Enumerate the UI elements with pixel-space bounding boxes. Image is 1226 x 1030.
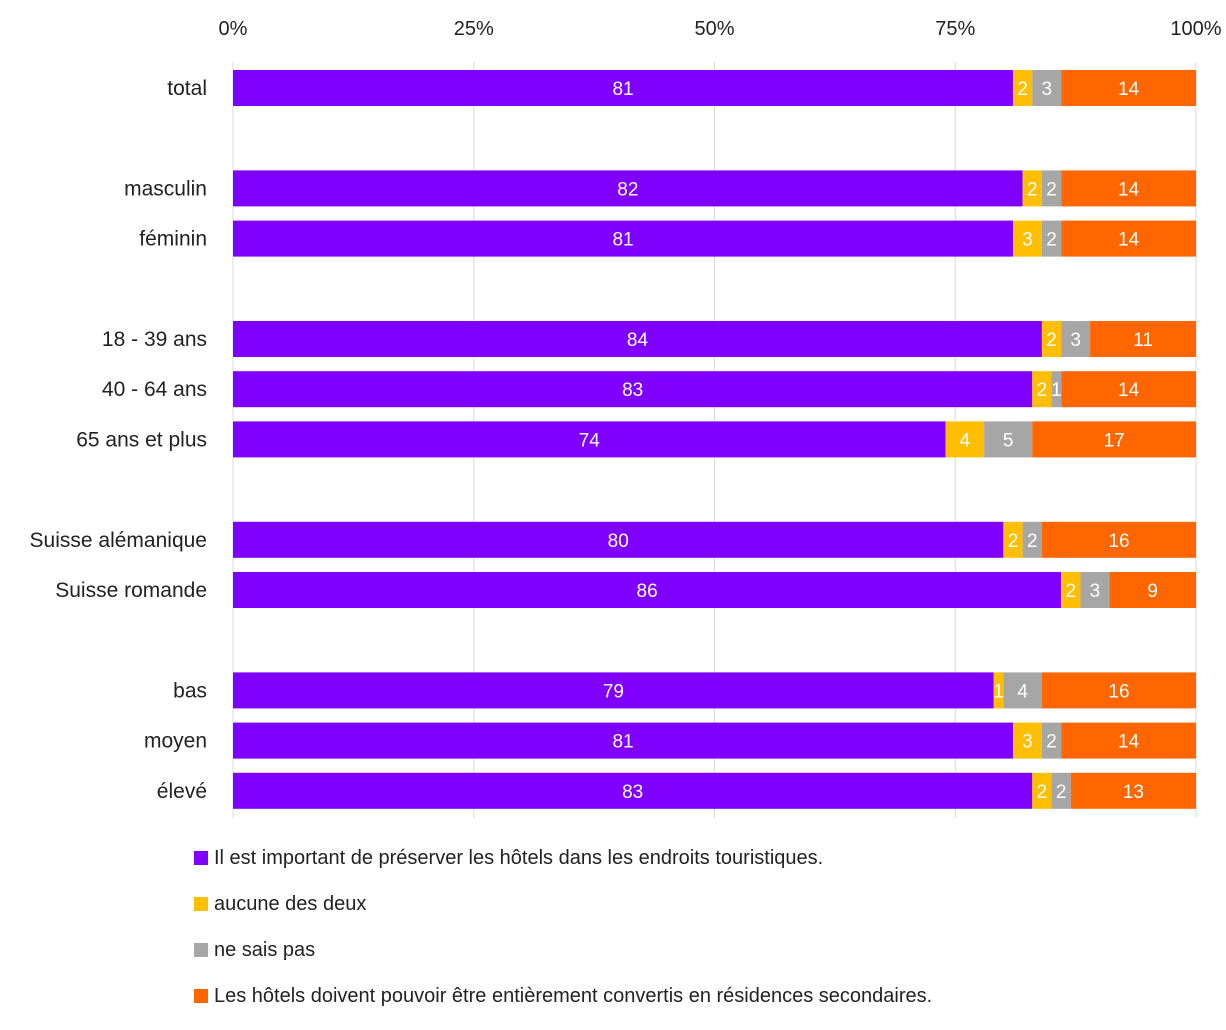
data-label: 80: [608, 531, 629, 552]
x-tick-label: 100%: [1170, 18, 1221, 40]
data-label: 2: [1046, 179, 1057, 200]
data-label: 17: [1104, 430, 1125, 451]
category-label-masculin: masculin: [124, 177, 207, 200]
legend-item-convert: Les hôtels doivent pouvoir être entièrem…: [194, 984, 932, 1008]
data-label: 2: [1056, 782, 1067, 803]
data-label: 2: [1037, 380, 1048, 401]
category-label-suisse-romande: Suisse romande: [55, 579, 207, 602]
data-label: 83: [622, 782, 643, 803]
data-label: 13: [1123, 782, 1144, 803]
legend-swatch-preserve: [194, 851, 208, 865]
x-tick-label: 75%: [935, 18, 975, 40]
data-label: 1: [1051, 380, 1062, 401]
data-label: 2: [1046, 230, 1057, 251]
data-label: 3: [1090, 581, 1101, 602]
legend-label-dont-know: ne sais pas: [214, 939, 315, 962]
data-label: 2: [1037, 782, 1048, 803]
legend-label-convert: Les hôtels doivent pouvoir être entièrem…: [214, 985, 932, 1008]
data-label: 2: [1046, 330, 1057, 351]
x-axis-tick-labels: 0% 25% 50% 75% 100%: [219, 18, 1222, 40]
data-label: 83: [622, 380, 643, 401]
category-label-bas: bas: [173, 679, 207, 702]
data-label: 14: [1118, 732, 1140, 753]
data-label: 2: [1008, 531, 1019, 552]
data-label: 9: [1147, 581, 1158, 602]
legend-swatch-neither: [194, 897, 208, 911]
data-label: 4: [960, 430, 971, 451]
data-label: 86: [637, 581, 658, 602]
data-label: 3: [1070, 330, 1081, 351]
legend-item-dont-know: ne sais pas: [194, 938, 932, 962]
data-label: 81: [612, 732, 633, 753]
data-label: 16: [1108, 681, 1129, 702]
category-label-total: total: [167, 77, 207, 100]
data-label: 74: [579, 430, 601, 451]
data-label: 81: [612, 79, 633, 100]
x-tick-label: 0%: [219, 18, 248, 40]
data-label: 1: [993, 681, 1004, 702]
data-label: 3: [1022, 230, 1033, 251]
data-label: 84: [627, 330, 649, 351]
legend-swatch-convert: [194, 989, 208, 1003]
data-label: 11: [1133, 330, 1153, 351]
data-label: 3: [1041, 79, 1052, 100]
data-label: 5: [1003, 430, 1014, 451]
legend-item-preserve: Il est important de préserver les hôtels…: [194, 846, 932, 870]
data-label: 14: [1118, 179, 1140, 200]
category-label-65-ans-et-plus: 65 ans et plus: [76, 428, 207, 451]
data-label: 2: [1046, 732, 1057, 753]
category-labels: total masculin féminin 18 - 39 ans 40 - 64 a…: [30, 77, 207, 803]
category-label-18-39-ans: 18 - 39 ans: [102, 328, 207, 351]
category-label-moyen: moyen: [144, 730, 207, 753]
data-label: 14: [1118, 79, 1140, 100]
data-label: 2: [1017, 79, 1028, 100]
stacked-bar-chart: 0% 25% 50% 75% 100% total masculin féminin 18 -…: [0, 0, 1226, 840]
data-label: 2: [1027, 531, 1038, 552]
category-label-eleve: élevé: [157, 780, 207, 803]
data-label: 4: [1017, 681, 1028, 702]
data-label: 79: [603, 681, 624, 702]
category-label-feminin: féminin: [139, 228, 207, 251]
data-label: 82: [617, 179, 638, 200]
x-tick-label: 50%: [694, 18, 734, 40]
legend-label-neither: aucune des deux: [214, 893, 366, 916]
legend-item-neither: aucune des deux: [194, 892, 932, 916]
category-label-suisse-alemanique: Suisse alémanique: [30, 529, 207, 552]
data-label: 14: [1118, 230, 1140, 251]
data-label: 2: [1027, 179, 1038, 200]
data-label: 3: [1022, 732, 1033, 753]
legend: Il est important de préserver les hôtels…: [194, 846, 932, 1030]
legend-swatch-dont-know: [194, 943, 208, 957]
x-tick-label: 25%: [454, 18, 494, 40]
legend-label-preserve: Il est important de préserver les hôtels…: [214, 847, 823, 870]
category-label-40-64-ans: 40 - 64 ans: [102, 378, 207, 401]
data-label: 2: [1066, 581, 1077, 602]
data-label: 14: [1118, 380, 1140, 401]
data-label: 16: [1108, 531, 1129, 552]
data-label: 81: [612, 230, 633, 251]
